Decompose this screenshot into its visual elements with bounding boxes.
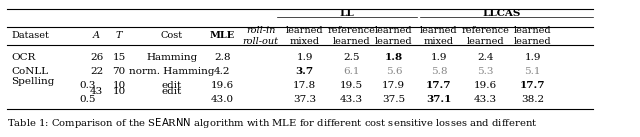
Text: 4.2: 4.2 — [214, 68, 230, 76]
Text: 2.4: 2.4 — [477, 54, 494, 62]
Text: 2.5: 2.5 — [344, 54, 360, 62]
Text: reference
learned: reference learned — [328, 26, 376, 46]
Text: OCR: OCR — [12, 54, 36, 62]
Text: learned
learned: learned learned — [514, 26, 552, 46]
Text: norm. Hamming: norm. Hamming — [129, 68, 214, 76]
Text: 37.1: 37.1 — [426, 95, 452, 103]
Text: 5.8: 5.8 — [431, 68, 447, 76]
Text: Hamming: Hamming — [146, 54, 197, 62]
Text: 6.1: 6.1 — [344, 68, 360, 76]
Text: 10: 10 — [113, 81, 125, 89]
Text: 70: 70 — [113, 68, 125, 76]
Text: roll-in
roll-out: roll-in roll-out — [243, 26, 278, 46]
Text: edit: edit — [161, 81, 182, 89]
Text: 43.0: 43.0 — [211, 95, 234, 103]
Text: 3.7: 3.7 — [296, 68, 314, 76]
Text: 22: 22 — [90, 68, 103, 76]
Text: edit: edit — [161, 88, 182, 96]
Text: Spelling: Spelling — [12, 76, 54, 85]
Text: 43.3: 43.3 — [474, 95, 497, 103]
Text: 37.5: 37.5 — [382, 95, 405, 103]
Text: Cost: Cost — [161, 32, 182, 41]
Text: 15: 15 — [113, 54, 125, 62]
Text: T: T — [116, 32, 122, 41]
Text: reference
learned: reference learned — [462, 26, 509, 46]
Text: 19.6: 19.6 — [211, 81, 234, 89]
Text: learned
learned: learned learned — [375, 26, 413, 46]
Text: 38.2: 38.2 — [521, 95, 544, 103]
Text: Table 1: Comparison of the S$\sf{EA}$R$\sf{NN}$ algorithm with MLE for different: Table 1: Comparison of the S$\sf{EA}$R$\… — [6, 116, 537, 130]
Text: 19.6: 19.6 — [474, 81, 497, 89]
Text: 5.3: 5.3 — [477, 68, 494, 76]
Text: learned
mixed: learned mixed — [420, 26, 458, 46]
Text: 26: 26 — [90, 54, 103, 62]
Text: 37.3: 37.3 — [293, 95, 316, 103]
Text: 0.3: 0.3 — [79, 81, 95, 89]
Text: 19.5: 19.5 — [340, 81, 363, 89]
Text: 2.8: 2.8 — [214, 54, 230, 62]
Text: 17.8: 17.8 — [293, 81, 316, 89]
Text: LLCAS: LLCAS — [483, 8, 521, 18]
Text: 5.6: 5.6 — [385, 68, 402, 76]
Text: 5.1: 5.1 — [524, 68, 541, 76]
Text: 0.5: 0.5 — [79, 95, 95, 103]
Text: 17.7: 17.7 — [520, 81, 545, 89]
Text: learned
mixed: learned mixed — [286, 26, 324, 46]
Text: 1.9: 1.9 — [431, 54, 447, 62]
Text: 1.9: 1.9 — [524, 54, 541, 62]
Text: 17.9: 17.9 — [382, 81, 405, 89]
Text: 1.9: 1.9 — [296, 54, 313, 62]
Text: 1.8: 1.8 — [385, 54, 403, 62]
Text: LL: LL — [340, 8, 355, 18]
Text: Dataset: Dataset — [12, 32, 49, 41]
Text: MLE: MLE — [210, 32, 235, 41]
Text: CoNLL: CoNLL — [12, 68, 49, 76]
Text: 43.3: 43.3 — [340, 95, 363, 103]
Text: 17.7: 17.7 — [426, 81, 452, 89]
Text: 43: 43 — [90, 88, 103, 96]
Text: A: A — [93, 32, 100, 41]
Text: 10: 10 — [113, 88, 125, 96]
